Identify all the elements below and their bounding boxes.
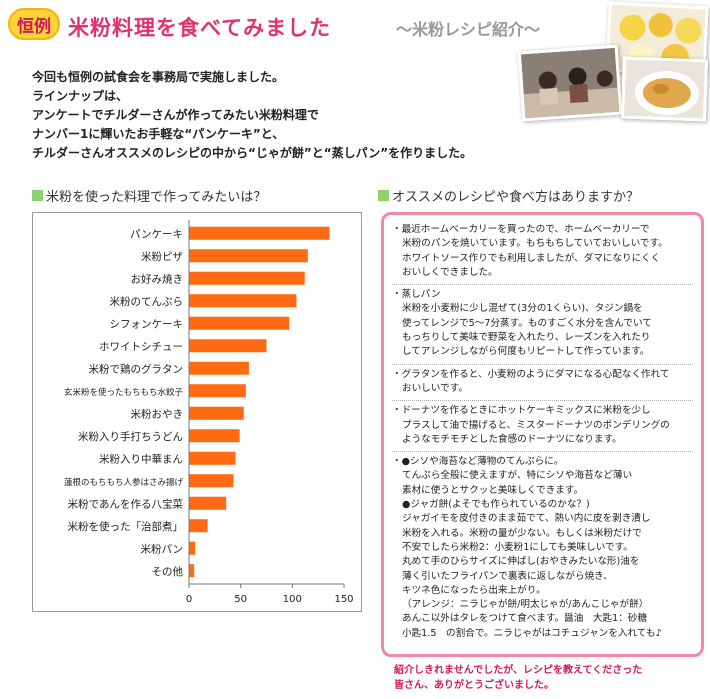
category-label: ホワイトシチュー	[99, 341, 183, 353]
recipe-line: あんこ以外はタレをつけて食べます。醤油 大匙1：砂糖	[402, 613, 647, 625]
recipe-line: ドーナツを作るときにホットケーキミックスに米粉を少し	[392, 404, 693, 418]
category-label: パンケーキ	[130, 228, 183, 240]
category-label: 米粉であんを作る八宝菜	[68, 497, 184, 510]
tasting-photo	[517, 44, 623, 122]
chart-bar	[189, 249, 308, 263]
recipe-line: てんぷら全般に使えますが、特にシソや海苔など薄い	[402, 470, 633, 482]
recipe-line: してアレンジしながら何度もリピートして作っています。	[402, 346, 650, 358]
chart-bar	[189, 271, 305, 285]
chart-bar	[189, 474, 234, 488]
recipe-line: ●ジャガ餅(よそでも作られているのかな？)	[402, 499, 590, 511]
pancake-photo	[620, 56, 709, 122]
category-label: 米粉ピザ	[141, 250, 183, 263]
intro-text: 今回も恒例の試食会を事務局で実施しました。 ラインナップは、 アンケートでチルダ…	[32, 68, 592, 163]
recipes-title: オススメのレシピや食べ方はありますか？	[392, 190, 640, 205]
recipe-item: ドーナツを作るときにホットケーキミックスに米粉を少しプラスして油で揚げると、ミス…	[392, 404, 693, 453]
recipe-line: 米粉を小麦粉に少し混ぜて(3分の1くらい)、タジン鍋を	[402, 303, 643, 315]
bar-chart: パンケーキ米粉ピザお好み焼き米粉のてんぷら シフォンケーキホワイトシチュー米粉で鶏…	[32, 212, 362, 612]
category-label: シフォンケーキ	[110, 318, 184, 330]
chart-bar	[189, 226, 330, 240]
category-label: 蓮根のもちもち人参はさみ揚げ	[64, 477, 184, 488]
category-label: その他	[152, 565, 184, 578]
category-label: 米粉パン	[140, 542, 183, 555]
recipe-line: ようなモチモチとした食感のドーナツになります。	[402, 433, 622, 445]
recipe-line: 米粉のパンを焼いています。もちもちしていておいしいです。	[402, 238, 668, 250]
header: 恒例 米粉料理を食べてみました ～米粉レシピ紹介～	[4, 6, 604, 46]
recipe-line: （アレンジ：ニラじゃが餅/明太じゃが/あんこじゃが餅）	[402, 599, 649, 611]
category-label: お好み焼き	[131, 273, 184, 285]
chart-bar	[189, 429, 240, 443]
recipes-box: 最近ホームベーカリーを買ったので、ホームベーカリーで米粉のパンを焼いています。も…	[381, 212, 704, 657]
recipe-line: 米粉を入れる。米粉の量が少ない。もしくは米粉だけで	[402, 527, 642, 539]
heading-square-icon	[32, 190, 43, 201]
page-subtitle: ～米粉レシピ紹介～	[396, 20, 541, 39]
chart-bar	[189, 519, 208, 533]
category-label: 米粉入り中華まん	[99, 452, 183, 465]
bar-chart-svg: パンケーキ米粉ピザお好み焼き米粉のてんぷらシフォンケーキホワイトシチュー米粉で鶏…	[32, 212, 362, 612]
category-label: 米粉おやき	[131, 407, 184, 420]
chart-bar	[189, 451, 236, 465]
header-badge: 恒例	[8, 8, 60, 40]
recipe-line: 小匙1.5 の割合で。ニラじゃがはコチュジャンを入れても♪	[402, 627, 662, 639]
category-label: 米粉入り手打ちうどん	[78, 430, 183, 443]
chart-bar	[189, 384, 246, 398]
x-tick-label: 100	[283, 594, 302, 605]
recipe-line: 素材に使うとサクッと美味しくできます。	[402, 484, 584, 496]
intro-line: アンケートでチルダーさんが作ってみたい米粉料理で	[32, 108, 319, 122]
intro-line: チルダーさんオススメのレシピの中から“じゃが餅”と“蒸しパン”を作りました。	[32, 146, 473, 160]
chart-bar	[189, 496, 227, 510]
chart-title: 米粉を使った料理で作ってみたいは？	[46, 190, 267, 205]
page-title: 米粉料理を食べてみました	[68, 16, 332, 40]
recipe-line: グラタンを作ると、小麦粉のようにダマになる心配なく作れて	[392, 368, 693, 382]
recipe-line: 薄く引いたフライパンで裏表に返しながら焼き、	[402, 570, 613, 582]
x-tick-label: 0	[186, 594, 192, 605]
thanks-line: 皆さん、ありがとうございました。	[394, 680, 554, 691]
recipe-line: 不安でしたら米粉2：小麦粉1にしても美味しいです。	[402, 541, 633, 553]
recipe-line: キツネ色になったら出来上がり。	[402, 584, 546, 596]
recipe-item: 最近ホームベーカリーを買ったので、ホームベーカリーで米粉のパンを焼いています。も…	[392, 223, 693, 286]
x-tick-label: 50	[234, 594, 247, 605]
category-label: 玄米粉を使ったもちもち水餃子	[64, 387, 184, 398]
chart-bar	[189, 564, 195, 578]
recipe-line: 蒸しパン	[392, 288, 693, 302]
intro-line: ラインナップは、	[32, 89, 129, 103]
thanks-note: 紹介しきれませんでしたが、レシピを教えてくださった 皆さん、ありがとうございまし…	[394, 663, 642, 693]
chart-heading: 米粉を使った料理で作ってみたいは？	[32, 186, 266, 205]
recipe-line: もっちりして美味で野菜を入れたり、レーズンを入れたり	[402, 332, 651, 344]
recipe-line: 最近ホームベーカリーを買ったので、ホームベーカリーで	[392, 223, 693, 237]
recipe-line: おいしくできました。	[402, 266, 498, 278]
category-label: 米粉のてんぷら	[110, 295, 184, 308]
recipes-heading: オススメのレシピや食べ方はありますか？	[378, 186, 639, 205]
recipe-line: おいしいです。	[402, 382, 468, 394]
chart-bar	[189, 339, 267, 353]
chart-bar	[189, 361, 249, 375]
recipe-item: ●シソや海苔など薄物のてんぷらに。てんぷら全般に使えますが、特にシソや海苔など薄…	[392, 455, 693, 645]
category-label: 米粉で鶏のグラタン	[89, 362, 184, 375]
chart-bar	[189, 541, 196, 555]
x-tick-label: 150	[334, 594, 353, 605]
recipe-item: 蒸しパン米粉を小麦粉に少し混ぜて(3分の1くらい)、タジン鍋を使ってレンジで5～…	[392, 288, 693, 365]
intro-line: ナンバー1に輝いたお手軽な“パンケーキ”と、	[32, 127, 285, 141]
heading-square-icon	[378, 190, 389, 201]
recipe-line: ジャガイモを皮付きのまま茹でて、熱い内に皮を剥き潰し	[402, 513, 651, 525]
chart-bar	[189, 294, 297, 308]
chart-bar	[189, 316, 290, 330]
recipe-line: 丸めて手のひらサイズに伸ばし(おやきみたいな形)油を	[402, 556, 640, 568]
recipe-line: プラスして油で揚げると、ミスタードーナツのポンデリングの	[402, 419, 670, 431]
category-label: 米粉を使った「治部煮」	[68, 520, 184, 533]
recipe-line: ホワイトソース作りでも利用しましたが、ダマになりにくく	[402, 252, 661, 264]
chart-bar	[189, 406, 244, 420]
thanks-line: 紹介しきれませんでしたが、レシピを教えてくださった	[394, 665, 643, 676]
intro-line: 今回も恒例の試食会を事務局で実施しました。	[32, 70, 285, 84]
recipe-line: ●シソや海苔など薄物のてんぷらに。	[392, 455, 693, 469]
recipe-line: 使ってレンジで5～7分蒸す。ものすごく水分を含んでいて	[402, 317, 652, 329]
